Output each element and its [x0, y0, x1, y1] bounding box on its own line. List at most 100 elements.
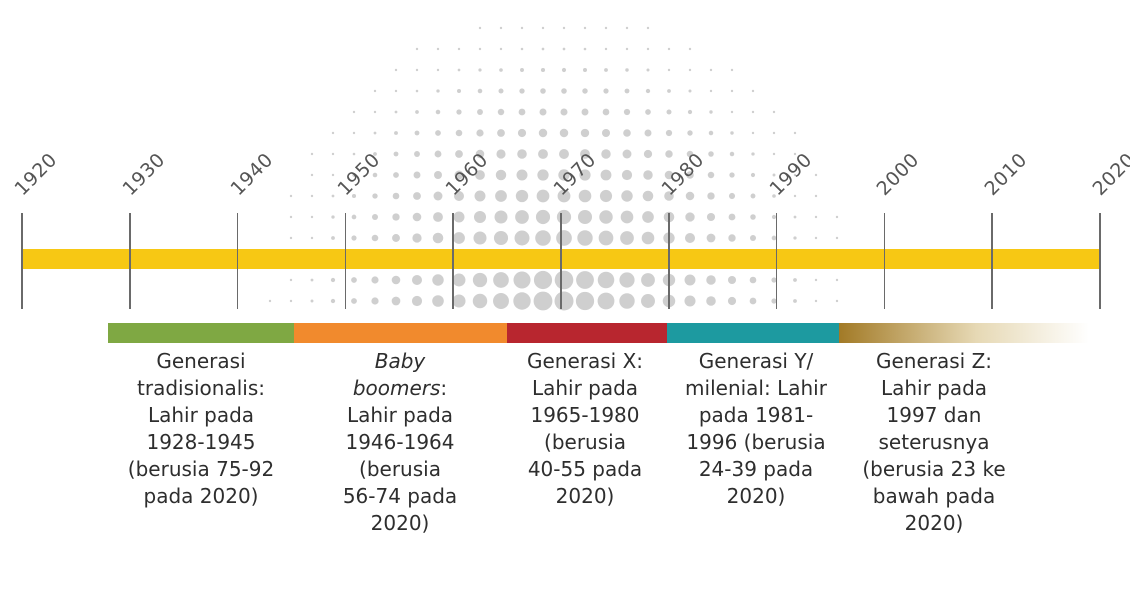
halftone-dot [373, 152, 377, 156]
halftone-dot [520, 68, 524, 72]
halftone-dot [415, 110, 419, 114]
halftone-dot [684, 274, 696, 286]
halftone-dot [643, 170, 653, 180]
halftone-dot [352, 152, 356, 156]
halftone-dot [310, 299, 314, 303]
halftone-dot [684, 232, 696, 244]
tick-1940 [236, 213, 239, 309]
halftone-dot [708, 151, 714, 157]
halftone-dot [667, 47, 671, 51]
text-line: boomers: [300, 375, 500, 402]
halftone-dot [814, 194, 818, 198]
halftone-dot [517, 128, 527, 138]
halftone-dot [620, 210, 634, 224]
text-line: Generasi Z: [875, 349, 993, 373]
text-line: (berusia 75-92 [127, 457, 275, 481]
halftone-dot [645, 88, 651, 94]
halftone-dot [556, 209, 572, 225]
halftone-dot [793, 299, 797, 303]
halftone-dot [373, 89, 377, 93]
halftone-dot [772, 194, 776, 198]
halftone-dot [414, 130, 420, 136]
halftone-dot [835, 278, 839, 282]
halftone-dot [289, 278, 293, 282]
halftone-dot [392, 213, 400, 221]
band-baby-boomers [294, 323, 507, 343]
halftone-dot [515, 189, 529, 203]
text-generasi-z: Generasi Z: Lahir pada 1997 dan seterusn… [844, 348, 1024, 537]
halftone-dot [709, 110, 713, 114]
halftone-dot [835, 236, 839, 240]
halftone-dot [371, 297, 379, 305]
halftone-dot [730, 110, 734, 114]
halftone-dot [457, 68, 461, 72]
text-line: 1946-1964 [345, 430, 455, 454]
halftone-dot [666, 109, 672, 115]
halftone-dot [751, 152, 755, 156]
text-line: 24-39 pada [698, 457, 814, 481]
halftone-dot [472, 272, 488, 288]
halftone-dot [351, 298, 357, 304]
halftone-dot [772, 110, 776, 114]
halftone-dot [476, 129, 484, 137]
halftone-dot [577, 209, 593, 225]
halftone-dot [372, 172, 378, 178]
text-line: Generasi [156, 349, 246, 373]
halftone-dot [535, 209, 551, 225]
halftone-dot [436, 47, 440, 51]
halftone-dot [577, 230, 593, 246]
halftone-dot [561, 67, 567, 73]
halftone-dot [415, 47, 419, 51]
halftone-dot [413, 171, 421, 179]
halftone-dot [518, 108, 526, 116]
halftone-dot [436, 68, 440, 72]
halftone-dot [392, 192, 400, 200]
text-line: 1928-1945 [146, 430, 256, 454]
halftone-dot [539, 108, 547, 116]
halftone-dot [519, 88, 525, 94]
halftone-dot [478, 47, 482, 51]
halftone-dot [706, 212, 716, 222]
halftone-dot [729, 172, 735, 178]
halftone-dot [434, 150, 442, 158]
halftone-dot [625, 68, 629, 72]
halftone-dot [684, 295, 696, 307]
halftone-dot [432, 232, 444, 244]
halftone-dot [371, 276, 379, 284]
halftone-dot [642, 211, 654, 223]
halftone-dot [646, 26, 650, 30]
text-line: 2020) [370, 511, 430, 535]
halftone-dot [331, 215, 335, 219]
halftone-dot [351, 193, 357, 199]
text-line: 40-55 pada [527, 457, 643, 481]
text-line: Lahir pada [880, 376, 988, 400]
halftone-dot [730, 68, 734, 72]
halftone-dot [727, 275, 737, 285]
halftone-dot [391, 296, 401, 306]
halftone-dot [411, 295, 423, 307]
halftone-dot [412, 212, 422, 222]
band-tradisionalis [108, 323, 294, 343]
halftone-dot [728, 192, 736, 200]
halftone-dot [540, 67, 546, 73]
halftone-dot [330, 277, 336, 283]
halftone-dot [493, 230, 509, 246]
halftone-dot [751, 110, 755, 114]
halftone-dot [495, 169, 507, 181]
halftone-dot [560, 108, 568, 116]
halftone-dot [576, 271, 594, 289]
halftone-dot [330, 298, 336, 304]
halftone-dot [598, 230, 614, 246]
tick-1950 [344, 213, 347, 309]
halftone-dot [453, 211, 465, 223]
halftone-dot [771, 235, 777, 241]
halftone-dot [310, 152, 314, 156]
text-line: seterusnya [878, 430, 990, 454]
halftone-dot [772, 152, 776, 156]
halftone-dot [289, 236, 293, 240]
halftone-dot [452, 294, 466, 308]
halftone-dot [578, 189, 592, 203]
halftone-dot [603, 88, 609, 94]
halftone-dot [517, 149, 527, 159]
halftone-dot [751, 131, 755, 135]
